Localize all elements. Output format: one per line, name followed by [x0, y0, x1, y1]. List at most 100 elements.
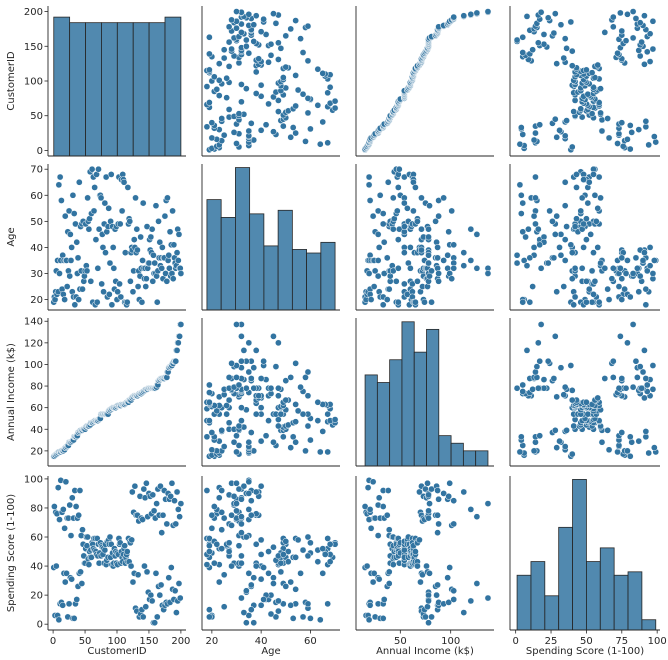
scatter-point	[275, 97, 282, 104]
scatter-point	[127, 562, 135, 570]
scatter-point	[609, 264, 617, 272]
scatter-point	[66, 501, 74, 509]
scatter-point	[70, 210, 78, 217]
histogram-bar	[530, 561, 546, 631]
scatter-point	[141, 562, 148, 570]
scatter-point	[213, 407, 221, 415]
scatter-point	[206, 33, 213, 41]
scatter-point	[553, 444, 561, 451]
scatter-point	[233, 432, 240, 440]
scatter-point	[228, 360, 235, 367]
scatter-point	[235, 422, 243, 430]
scatter-point	[257, 536, 265, 544]
scatter-point	[220, 443, 228, 450]
scatter-point	[560, 54, 568, 62]
scatter-point	[440, 257, 447, 264]
scatter-point	[516, 448, 524, 456]
y-tick-label: 100	[24, 360, 43, 371]
scatter-point	[568, 450, 576, 458]
histogram-bar	[85, 22, 102, 157]
scatter-point	[517, 210, 525, 217]
scatter-point	[641, 60, 648, 68]
scatter-point	[530, 212, 538, 220]
scatter-point	[550, 29, 558, 37]
scatter-point	[167, 564, 175, 571]
x-tick-label: 200	[171, 636, 190, 647]
scatter-point	[88, 165, 96, 173]
histogram-bar	[132, 22, 150, 157]
scatter-point	[167, 492, 175, 500]
scatter-point	[401, 546, 408, 554]
y-tick-label: 0	[37, 620, 43, 631]
scatter-point	[649, 17, 657, 25]
scatter-point	[588, 298, 596, 306]
scatter-point	[152, 569, 160, 577]
scatter-point	[153, 298, 161, 306]
x-tick-label: 100	[107, 636, 126, 647]
scatter-point	[604, 285, 611, 293]
histogram-bar	[438, 435, 452, 467]
scatter-point	[401, 280, 408, 288]
scatter-point	[292, 129, 299, 137]
scatter-point	[594, 61, 602, 69]
scatter-point	[127, 277, 134, 285]
scatter-point	[158, 264, 166, 272]
scatter-point	[433, 591, 440, 599]
scatter-point	[590, 291, 597, 298]
scatter-point	[265, 417, 272, 424]
scatter-point	[617, 9, 624, 17]
scatter-point	[116, 220, 124, 228]
scatter-point	[534, 225, 542, 233]
scatter-point	[617, 333, 624, 340]
scatter-point	[324, 139, 332, 147]
scatter-point	[238, 417, 245, 424]
x-tick-label: 20	[205, 636, 218, 647]
scatter-point	[61, 578, 69, 586]
scatter-point	[174, 506, 182, 513]
scatter-point	[649, 362, 657, 369]
scatter-point	[233, 479, 240, 487]
scatter-point	[299, 546, 307, 554]
scatter-point	[567, 18, 575, 26]
scatter-point	[628, 129, 636, 136]
scatter-point	[369, 478, 377, 486]
y-axis-label-customerid: CustomerID	[6, 51, 17, 111]
scatter-point	[85, 561, 93, 568]
scatter-point	[591, 277, 599, 285]
scatter-point	[260, 564, 267, 571]
scatter-point	[624, 339, 631, 347]
scatter-point	[215, 76, 223, 84]
scatter-point	[526, 298, 534, 306]
scatter-point	[460, 609, 468, 616]
scatter-point	[588, 69, 596, 77]
scatter-point	[407, 244, 414, 251]
histogram-bar	[450, 442, 464, 467]
scatter-point	[238, 333, 245, 340]
scatter-point	[519, 298, 527, 306]
scatter-point	[228, 511, 235, 519]
scatter-point	[588, 110, 596, 117]
scatter-point	[147, 233, 155, 241]
scatter-point	[426, 500, 433, 507]
scatter-point	[302, 447, 309, 455]
scatter-point	[240, 482, 248, 490]
scatter-point	[270, 580, 277, 587]
scatter-point	[626, 122, 634, 129]
scatter-point	[516, 181, 524, 189]
scatter-point	[642, 375, 650, 382]
scatter-point	[646, 58, 654, 65]
scatter-point	[275, 39, 282, 47]
scatter-point	[257, 551, 265, 558]
scatter-point	[467, 506, 475, 513]
scatter-point	[101, 546, 109, 554]
scatter-point	[245, 438, 253, 446]
scatter-point	[250, 574, 258, 582]
x-axis-label-annual-income-k: Annual Income (k$)	[376, 646, 474, 657]
scatter-point	[77, 568, 84, 576]
scatter-point	[210, 73, 218, 81]
scatter-point	[282, 63, 290, 71]
scatter-point	[385, 568, 393, 576]
scatter-point	[220, 54, 228, 62]
scatter-point	[629, 383, 637, 391]
scatter-point	[247, 429, 255, 436]
